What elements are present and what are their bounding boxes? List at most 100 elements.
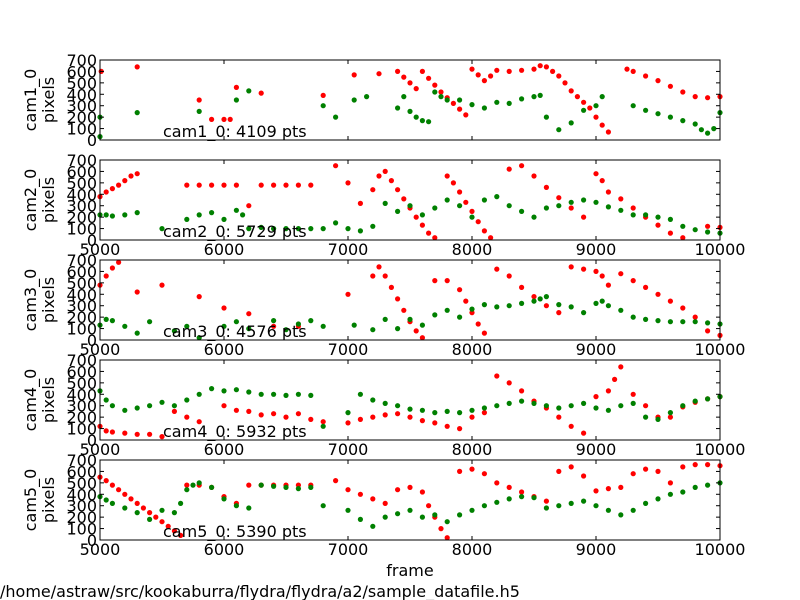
data-point xyxy=(593,268,599,274)
y-tick-label: 600 xyxy=(66,162,97,181)
y-axis-label: cam4_0 xyxy=(21,369,41,432)
data-point xyxy=(667,480,674,486)
y-tick-label: 200 xyxy=(66,308,97,327)
data-point xyxy=(692,398,698,404)
data-point xyxy=(488,235,494,241)
data-point xyxy=(556,73,562,79)
data-point xyxy=(419,212,425,218)
data-point xyxy=(395,511,401,517)
data-point xyxy=(345,507,351,513)
data-point xyxy=(481,197,487,203)
data-point xyxy=(444,307,450,313)
y-tick-label: 400 xyxy=(66,385,97,404)
data-point xyxy=(419,407,425,413)
data-point xyxy=(407,406,413,412)
x-axis-label: frame xyxy=(386,561,433,580)
y-tick-label: 700 xyxy=(66,351,97,370)
data-point xyxy=(283,182,289,188)
data-point xyxy=(109,318,115,324)
data-point xyxy=(209,210,215,216)
data-point xyxy=(593,488,599,494)
data-point xyxy=(246,408,252,414)
data-point xyxy=(271,391,277,397)
data-point xyxy=(630,68,636,74)
data-point xyxy=(612,376,618,382)
y-axis-unit-label: pixels xyxy=(39,477,58,523)
data-point xyxy=(407,108,413,114)
data-point xyxy=(122,505,128,511)
data-point xyxy=(705,482,711,488)
data-point xyxy=(401,196,407,202)
data-point xyxy=(519,494,525,500)
data-point xyxy=(655,468,661,474)
y-tick-label: 100 xyxy=(66,420,97,439)
data-point xyxy=(667,114,674,120)
data-point xyxy=(605,486,612,492)
data-point xyxy=(457,426,463,432)
data-point xyxy=(419,118,425,124)
data-point xyxy=(109,186,115,192)
data-point xyxy=(519,300,525,306)
data-point xyxy=(519,163,525,169)
data-point xyxy=(556,203,562,209)
data-point xyxy=(630,471,636,477)
data-point xyxy=(382,400,388,406)
data-point xyxy=(283,414,289,420)
data-point xyxy=(655,318,661,324)
data-point xyxy=(171,403,177,409)
data-point xyxy=(531,400,537,406)
data-point xyxy=(233,503,239,509)
data-point xyxy=(543,294,550,300)
data-point xyxy=(357,516,363,523)
data-point xyxy=(481,330,487,336)
data-point xyxy=(283,327,289,333)
data-point xyxy=(531,298,537,304)
data-point xyxy=(159,226,165,232)
data-point xyxy=(605,507,612,513)
x-tick-label: 6000 xyxy=(204,240,245,259)
data-point xyxy=(103,428,109,434)
data-point xyxy=(457,512,463,518)
data-point xyxy=(667,230,674,236)
data-point xyxy=(209,386,215,392)
data-point xyxy=(134,289,140,295)
data-point xyxy=(122,178,128,184)
data-point xyxy=(271,483,277,489)
x-tick-label: 9000 xyxy=(576,540,617,559)
data-point xyxy=(643,414,649,420)
data-point xyxy=(605,129,612,135)
data-point xyxy=(432,82,438,88)
data-point xyxy=(680,319,686,325)
data-point xyxy=(345,410,351,416)
x-tick-label: 5000 xyxy=(80,240,121,259)
data-point xyxy=(382,273,388,279)
data-point xyxy=(457,189,463,195)
data-point xyxy=(333,478,339,484)
data-point xyxy=(196,480,202,486)
data-point xyxy=(705,229,711,235)
data-point xyxy=(401,94,407,100)
data-point xyxy=(382,200,388,206)
data-point xyxy=(196,335,202,341)
data-point xyxy=(667,319,674,325)
data-point xyxy=(667,414,674,420)
data-point xyxy=(494,499,500,505)
data-point xyxy=(395,487,401,493)
data-point xyxy=(481,105,487,111)
data-point xyxy=(680,305,686,311)
data-point xyxy=(258,412,264,418)
data-point xyxy=(171,328,177,334)
data-point xyxy=(574,94,581,100)
data-point xyxy=(680,118,686,124)
data-point xyxy=(469,214,475,220)
data-point xyxy=(475,219,481,225)
data-point xyxy=(457,203,463,209)
data-point xyxy=(209,116,215,122)
data-point xyxy=(308,226,314,232)
data-point xyxy=(494,403,500,409)
y-axis-label: cam1_0 xyxy=(21,69,41,132)
data-point xyxy=(475,321,481,327)
data-point xyxy=(184,216,190,222)
